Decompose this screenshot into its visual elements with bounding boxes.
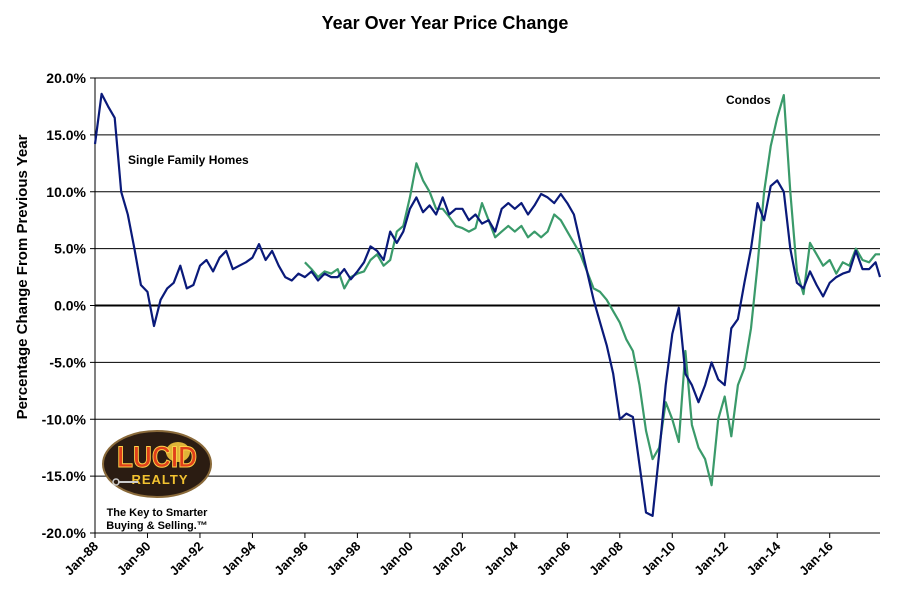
x-tick-label: Jan-00	[376, 539, 416, 579]
x-tick-label: Jan-16	[796, 539, 836, 579]
y-tick-label: 0.0%	[54, 298, 86, 314]
y-tick-label: 20.0%	[46, 70, 86, 86]
x-tick-label: Jan-98	[324, 539, 364, 579]
logo-wordmark-realty: REALTY	[131, 472, 188, 487]
y-tick-label: -10.0%	[42, 411, 87, 427]
x-tick-label: Jan-90	[114, 539, 154, 579]
y-tick-label: -20.0%	[42, 525, 87, 541]
y-tick-label: -15.0%	[42, 468, 87, 484]
y-tick-label: 5.0%	[54, 241, 86, 257]
x-tick-label: Jan-08	[586, 539, 626, 579]
x-tick-label: Jan-06	[534, 539, 574, 579]
y-tick-label: 15.0%	[46, 127, 86, 143]
x-tick-label: Jan-94	[219, 538, 259, 578]
y-axis-label: Percentage Change From Previous Year	[14, 134, 31, 419]
x-tick-label: Jan-02	[429, 539, 469, 579]
logo-wordmark-lucid: LUCID	[117, 441, 197, 474]
logo-key-ring-icon	[112, 478, 120, 486]
x-tick-label: Jan-14	[744, 538, 784, 578]
grid-lines	[90, 77, 880, 534]
x-tick-label: Jan-92	[166, 539, 206, 579]
series-label-single-family-homes: Single Family Homes	[128, 153, 249, 167]
y-axis-ticks: 20.0% 15.0% 10.0% 5.0% 0.0% -5.0% -10.0% -15.0%…	[42, 70, 87, 541]
logo-badge-glow	[166, 442, 190, 462]
x-tick-label: Jan-04	[481, 538, 521, 578]
series-line-condos	[304, 93, 880, 487]
series-line-single-family-homes	[93, 92, 882, 518]
lucid-realty-logo: LUCID REALTY The Key to Smarter Buying &…	[102, 430, 212, 532]
y-tick-label: 10.0%	[46, 184, 86, 200]
x-tick-label: Jan-96	[271, 539, 311, 579]
series-label-condos: Condos	[726, 93, 771, 107]
x-tick-label: Jan-88	[61, 539, 101, 579]
y-tick-label: -5.0%	[49, 354, 86, 370]
x-tick-label: Jan-12	[691, 539, 731, 579]
series-lines	[93, 92, 882, 518]
chart-title: Year Over Year Price Change	[322, 13, 569, 33]
logo-tagline-line2: Buying & Selling.™	[106, 520, 207, 532]
x-tick-label: Jan-10	[639, 539, 679, 579]
x-axis-ticks: Jan-88 Jan-90 Jan-92 Jan-94 Jan-96 Jan-98 Jan-…	[61, 533, 836, 579]
logo-tagline-line1: The Key to Smarter	[107, 507, 209, 519]
